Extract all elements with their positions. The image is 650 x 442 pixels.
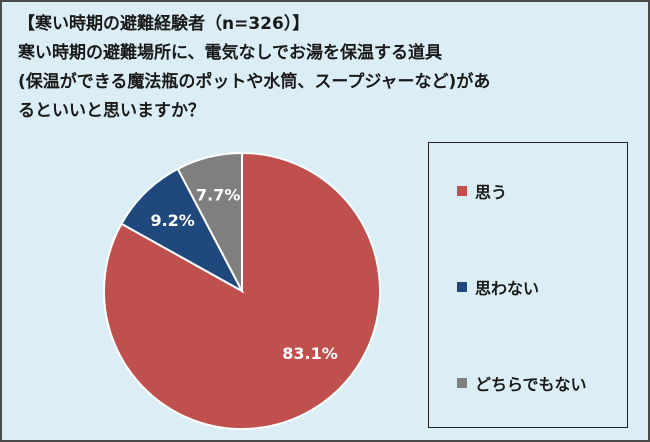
pie-slice-no (120, 167, 245, 294)
data-label-neither: 7.7% (196, 186, 240, 205)
data-label-no: 9.2% (150, 211, 194, 230)
question-text: 【寒い時期の避難経験者（n=326）】 寒い時期の避難場所に、電気なしでお湯を保… (18, 10, 638, 126)
legend-label-yes: 思う (475, 183, 508, 202)
pie-slice-yes (103, 151, 381, 430)
chart-title: 【寒い時期の避難経験者（n=326）】 (18, 14, 310, 34)
legend-swatch-no (457, 282, 467, 292)
data-label-yes: 83.1% (282, 344, 338, 363)
legend-item-yes: 思う (457, 179, 507, 203)
legend-item-no: 思わない (457, 275, 539, 299)
legend-item-neither: どちらでもない (457, 371, 587, 395)
pie-slice-neither (176, 151, 243, 292)
question-line-1: 寒い時期の避難場所に、電気なしでお湯を保温する道具 (18, 43, 442, 63)
legend-label-neither: どちらでもない (475, 375, 587, 394)
question-line-2: (保温ができる魔法瓶のポットや水筒、スープジャーなど)があ (18, 72, 491, 92)
legend-label-no: 思わない (475, 279, 540, 298)
legend: 思う 思わない どちらでもない (428, 142, 628, 428)
legend-swatch-yes (457, 186, 467, 196)
question-line-3: るといいと思いますか？ (18, 101, 205, 121)
legend-swatch-neither (457, 378, 467, 388)
